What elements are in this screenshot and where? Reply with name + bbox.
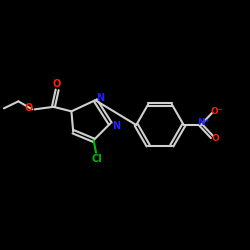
Text: O: O: [212, 134, 220, 143]
Text: O⁻: O⁻: [210, 107, 223, 116]
Text: O: O: [53, 79, 61, 89]
Text: Cl: Cl: [92, 154, 103, 164]
Text: N⁺: N⁺: [196, 118, 209, 127]
Text: N: N: [112, 120, 120, 130]
Text: N: N: [96, 93, 104, 103]
Text: O: O: [24, 103, 33, 113]
